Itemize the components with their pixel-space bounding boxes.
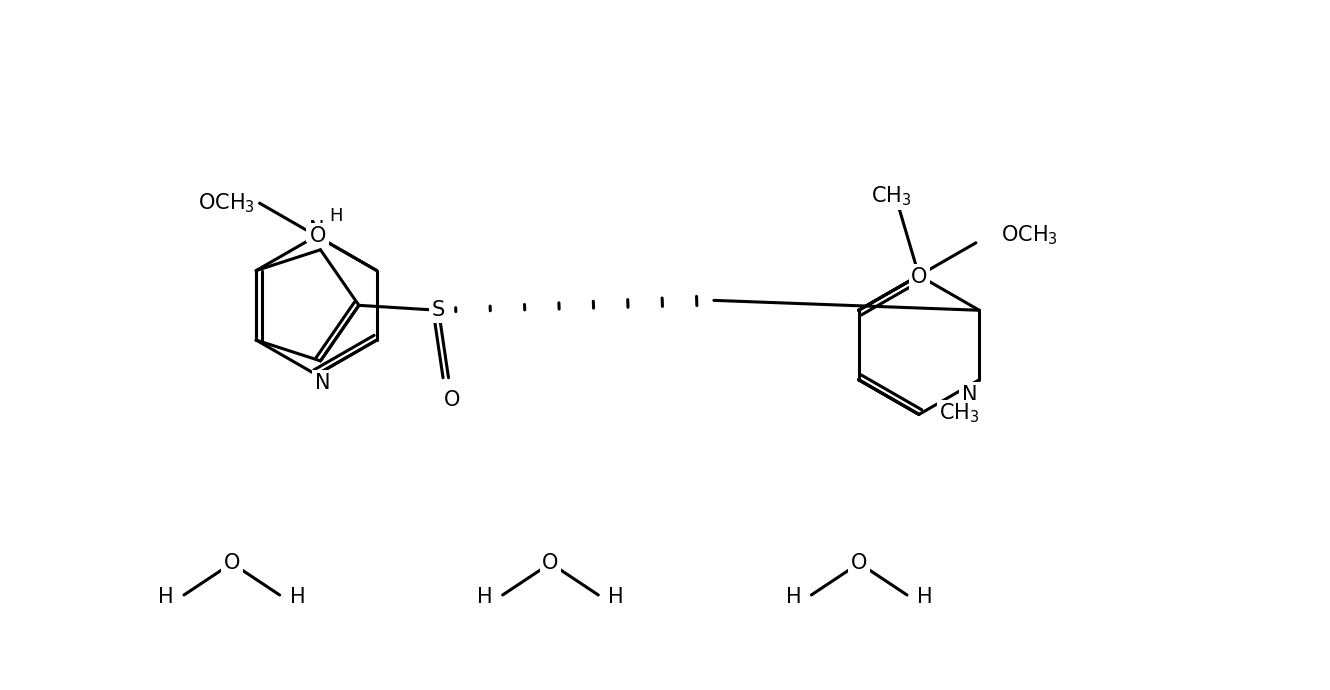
- Text: H: H: [330, 207, 343, 225]
- Text: H: H: [477, 587, 492, 607]
- Text: CH$_3$: CH$_3$: [939, 402, 980, 425]
- Text: OCH$_3$: OCH$_3$: [1000, 223, 1057, 247]
- Text: H: H: [786, 587, 801, 607]
- Text: CH$_3$: CH$_3$: [871, 184, 911, 208]
- Text: S: S: [432, 300, 446, 320]
- Text: O: O: [851, 553, 867, 573]
- Text: O: O: [911, 266, 927, 286]
- Text: N: N: [962, 384, 978, 404]
- Text: N: N: [315, 373, 330, 393]
- Text: O: O: [310, 226, 326, 246]
- Text: O: O: [444, 390, 460, 410]
- Text: H: H: [918, 587, 932, 607]
- Text: N: N: [309, 220, 325, 240]
- Text: O: O: [543, 553, 559, 573]
- Text: H: H: [608, 587, 624, 607]
- Text: H: H: [290, 587, 306, 607]
- Text: OCH$_3$: OCH$_3$: [198, 191, 254, 215]
- Text: O: O: [223, 553, 239, 573]
- Text: H: H: [158, 587, 174, 607]
